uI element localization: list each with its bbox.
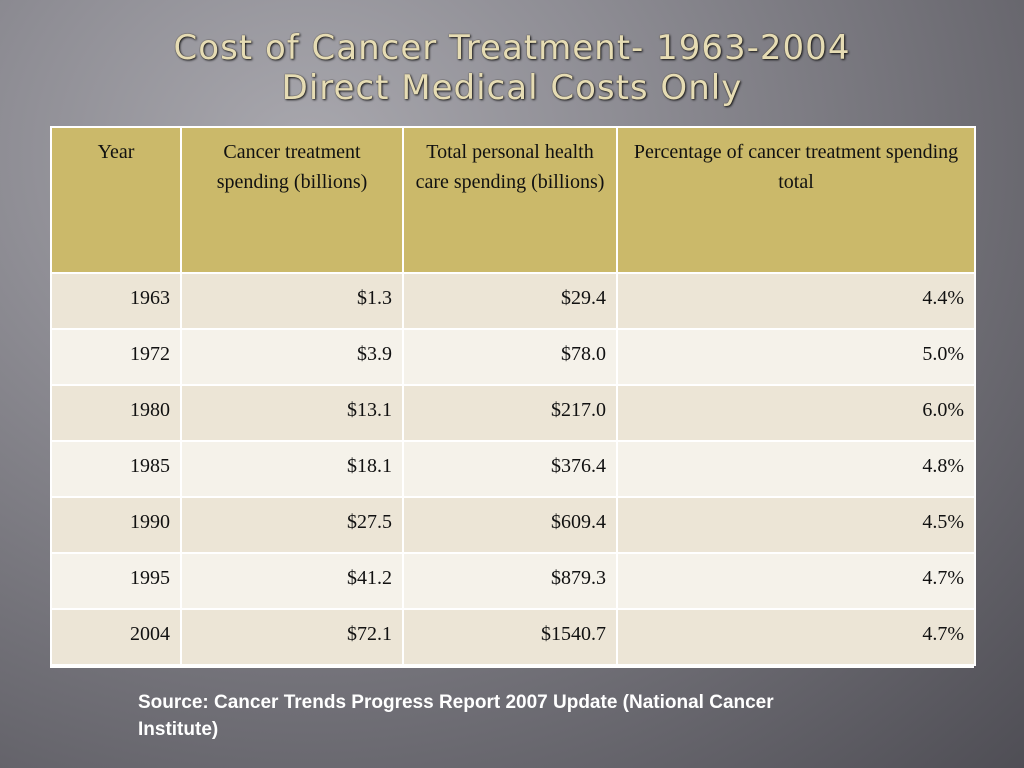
header-year: Year <box>50 126 182 274</box>
slide-title-line-2: Direct Medical Costs Only <box>281 68 743 108</box>
table-row: 2004 $72.1 $1540.7 4.7% <box>50 608 976 666</box>
cell-year: 1995 <box>50 552 182 610</box>
header-cancer-spending: Cancer treatment spending (billions) <box>180 126 404 274</box>
table-row: 1985 $18.1 $376.4 4.8% <box>50 440 976 498</box>
slide-title: Cost of Cancer Treatment- 1963-2004 Dire… <box>0 28 1024 108</box>
cell-total-spending: $217.0 <box>402 384 618 442</box>
table-row: 1972 $3.9 $78.0 5.0% <box>50 328 976 386</box>
data-table-container: Year Cancer treatment spending (billions… <box>50 126 976 668</box>
cell-percentage: 4.5% <box>616 496 976 554</box>
cell-percentage: 5.0% <box>616 328 976 386</box>
cell-percentage: 4.7% <box>616 552 976 610</box>
table-row: 1963 $1.3 $29.4 4.4% <box>50 272 976 330</box>
cell-total-spending: $1540.7 <box>402 608 618 666</box>
cell-percentage: 4.7% <box>616 608 976 666</box>
cell-total-spending: $29.4 <box>402 272 618 330</box>
table-row: 1980 $13.1 $217.0 6.0% <box>50 384 976 442</box>
cell-year: 1980 <box>50 384 182 442</box>
table-row: 1995 $41.2 $879.3 4.7% <box>50 552 976 610</box>
header-percentage: Percentage of cancer treatment spending … <box>616 126 976 274</box>
cell-year: 1985 <box>50 440 182 498</box>
cell-total-spending: $376.4 <box>402 440 618 498</box>
cell-cancer-spending: $72.1 <box>180 608 404 666</box>
cell-year: 2004 <box>50 608 182 666</box>
cell-cancer-spending: $18.1 <box>180 440 404 498</box>
cell-cancer-spending: $27.5 <box>180 496 404 554</box>
cell-total-spending: $609.4 <box>402 496 618 554</box>
cell-percentage: 4.4% <box>616 272 976 330</box>
cell-cancer-spending: $1.3 <box>180 272 404 330</box>
cell-year: 1963 <box>50 272 182 330</box>
cell-percentage: 6.0% <box>616 384 976 442</box>
cancer-cost-table: Year Cancer treatment spending (billions… <box>50 126 976 666</box>
cell-year: 1990 <box>50 496 182 554</box>
slide-title-line-1: Cost of Cancer Treatment- 1963-2004 <box>173 28 851 68</box>
table-header-row: Year Cancer treatment spending (billions… <box>50 126 976 274</box>
header-total-spending: Total personal health care spending (bil… <box>402 126 618 274</box>
cell-total-spending: $879.3 <box>402 552 618 610</box>
cell-percentage: 4.8% <box>616 440 976 498</box>
cell-cancer-spending: $13.1 <box>180 384 404 442</box>
cell-cancer-spending: $3.9 <box>180 328 404 386</box>
table-row: 1990 $27.5 $609.4 4.5% <box>50 496 976 554</box>
source-citation: Source: Cancer Trends Progress Report 20… <box>138 692 774 740</box>
cell-year: 1972 <box>50 328 182 386</box>
cell-total-spending: $78.0 <box>402 328 618 386</box>
cell-cancer-spending: $41.2 <box>180 552 404 610</box>
